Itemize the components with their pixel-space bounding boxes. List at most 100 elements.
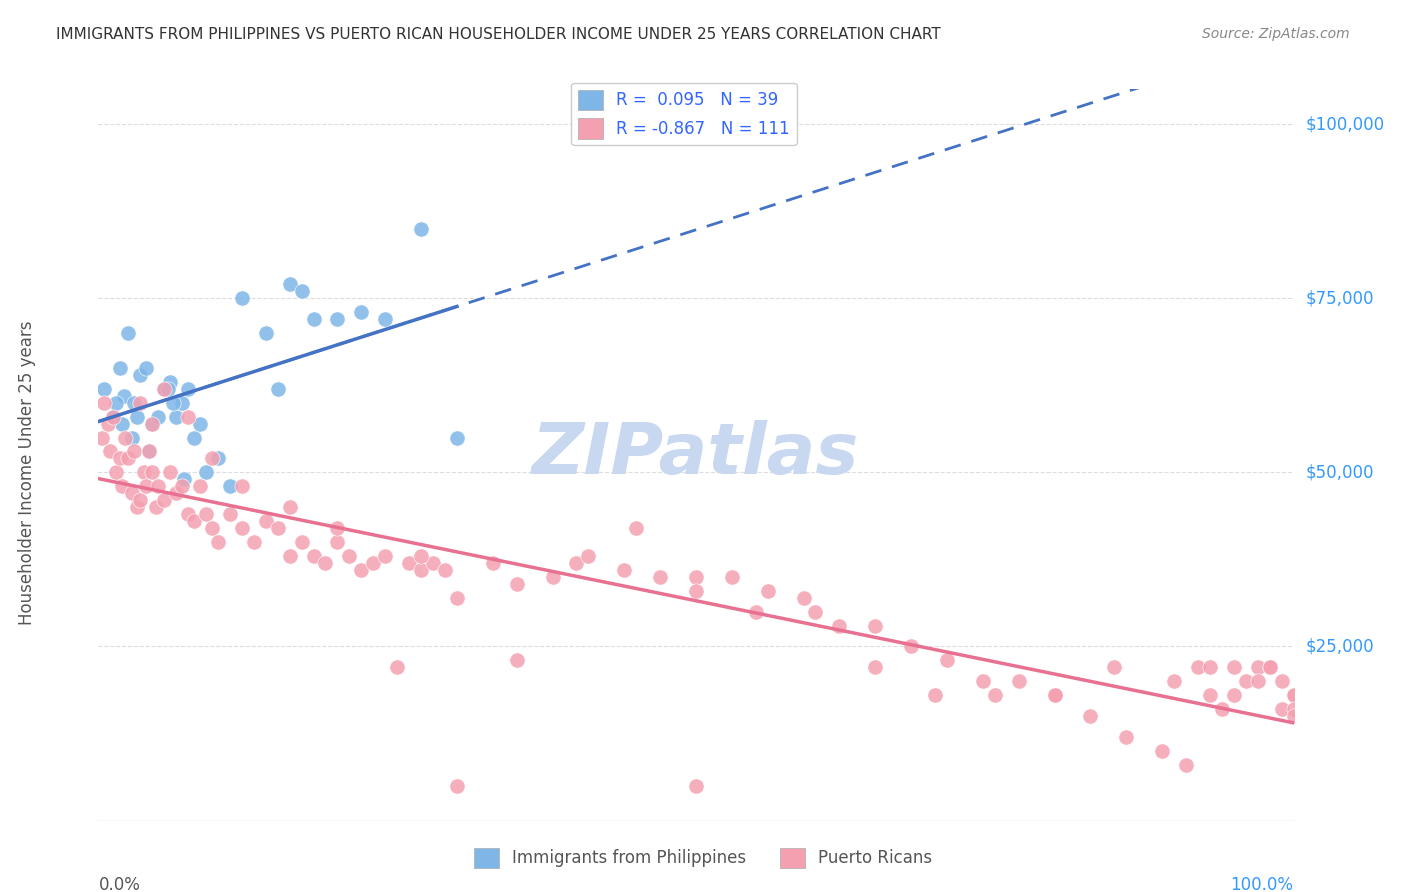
Point: [108, 451, 131, 466]
Point: [172, 479, 194, 493]
Point: [105, 395, 128, 409]
Point: [984, 688, 1007, 702]
Point: [165, 486, 187, 500]
Point: [411, 549, 433, 563]
Point: [302, 312, 325, 326]
Point: [745, 605, 768, 619]
Point: [434, 563, 457, 577]
Point: [685, 570, 707, 584]
Point: [156, 382, 179, 396]
Point: [1211, 702, 1233, 716]
Point: [172, 395, 194, 409]
Point: [177, 507, 200, 521]
Point: [141, 466, 163, 480]
Point: [446, 430, 468, 444]
Point: [1282, 688, 1305, 702]
Text: 0.0%: 0.0%: [98, 876, 141, 892]
Point: [124, 444, 146, 458]
Point: [1271, 674, 1294, 689]
Point: [183, 430, 205, 444]
Point: [326, 312, 349, 326]
Point: [1258, 660, 1281, 674]
Text: $100,000: $100,000: [1306, 115, 1385, 133]
Point: [111, 479, 134, 493]
Point: [1008, 674, 1031, 689]
Point: [1199, 688, 1222, 702]
Point: [865, 618, 887, 632]
Point: [195, 507, 218, 521]
Point: [188, 479, 211, 493]
Point: [93, 395, 115, 409]
Point: [1104, 660, 1126, 674]
Point: [231, 479, 253, 493]
Point: [129, 395, 152, 409]
Point: [153, 493, 176, 508]
Point: [124, 395, 146, 409]
Point: [132, 466, 155, 480]
Point: [138, 444, 160, 458]
Point: [685, 779, 707, 793]
Point: [231, 291, 253, 305]
Point: [121, 430, 143, 444]
Text: $25,000: $25,000: [1306, 638, 1374, 656]
Point: [865, 660, 887, 674]
Point: [1187, 660, 1209, 674]
Legend: R =  0.095   N = 39, R = -0.867   N = 111: R = 0.095 N = 39, R = -0.867 N = 111: [571, 83, 797, 145]
Point: [254, 326, 277, 340]
Point: [278, 500, 301, 515]
Point: [153, 382, 176, 396]
Point: [650, 570, 672, 584]
Point: [159, 466, 181, 480]
Point: [626, 521, 648, 535]
Point: [111, 417, 134, 431]
Point: [141, 417, 163, 431]
Point: [177, 382, 200, 396]
Point: [506, 576, 529, 591]
Point: [685, 583, 707, 598]
Point: [1223, 688, 1246, 702]
Point: [129, 493, 152, 508]
Point: [804, 605, 827, 619]
Point: [1175, 758, 1198, 772]
Point: [385, 660, 409, 674]
Point: [1271, 702, 1294, 716]
Point: [1282, 688, 1305, 702]
Point: [1043, 688, 1066, 702]
Point: [936, 653, 959, 667]
Point: [112, 389, 135, 403]
Point: [326, 521, 349, 535]
Point: [339, 549, 361, 563]
Point: [1282, 702, 1305, 716]
Point: [541, 570, 564, 584]
Point: [1282, 709, 1305, 723]
Point: [291, 284, 314, 298]
Point: [114, 430, 136, 444]
Point: [267, 521, 290, 535]
Point: [219, 479, 242, 493]
Text: ZIPatlas: ZIPatlas: [533, 420, 859, 490]
Point: [565, 556, 588, 570]
Point: [231, 521, 253, 535]
Point: [900, 640, 922, 654]
Point: [195, 466, 218, 480]
Point: [374, 312, 396, 326]
Point: [135, 360, 157, 375]
Point: [924, 688, 946, 702]
Point: [1199, 660, 1222, 674]
Point: [125, 500, 148, 515]
Point: [101, 409, 124, 424]
Point: [972, 674, 994, 689]
Point: [177, 409, 200, 424]
Point: [446, 779, 468, 793]
Point: [793, 591, 815, 605]
Point: [482, 556, 505, 570]
Point: [1115, 730, 1137, 744]
Point: [108, 360, 131, 375]
Point: [117, 451, 139, 466]
Point: [207, 535, 229, 549]
Point: [148, 479, 170, 493]
Point: [350, 305, 373, 319]
Point: [1247, 674, 1270, 689]
Point: [315, 556, 337, 570]
Text: 100.0%: 100.0%: [1230, 876, 1294, 892]
